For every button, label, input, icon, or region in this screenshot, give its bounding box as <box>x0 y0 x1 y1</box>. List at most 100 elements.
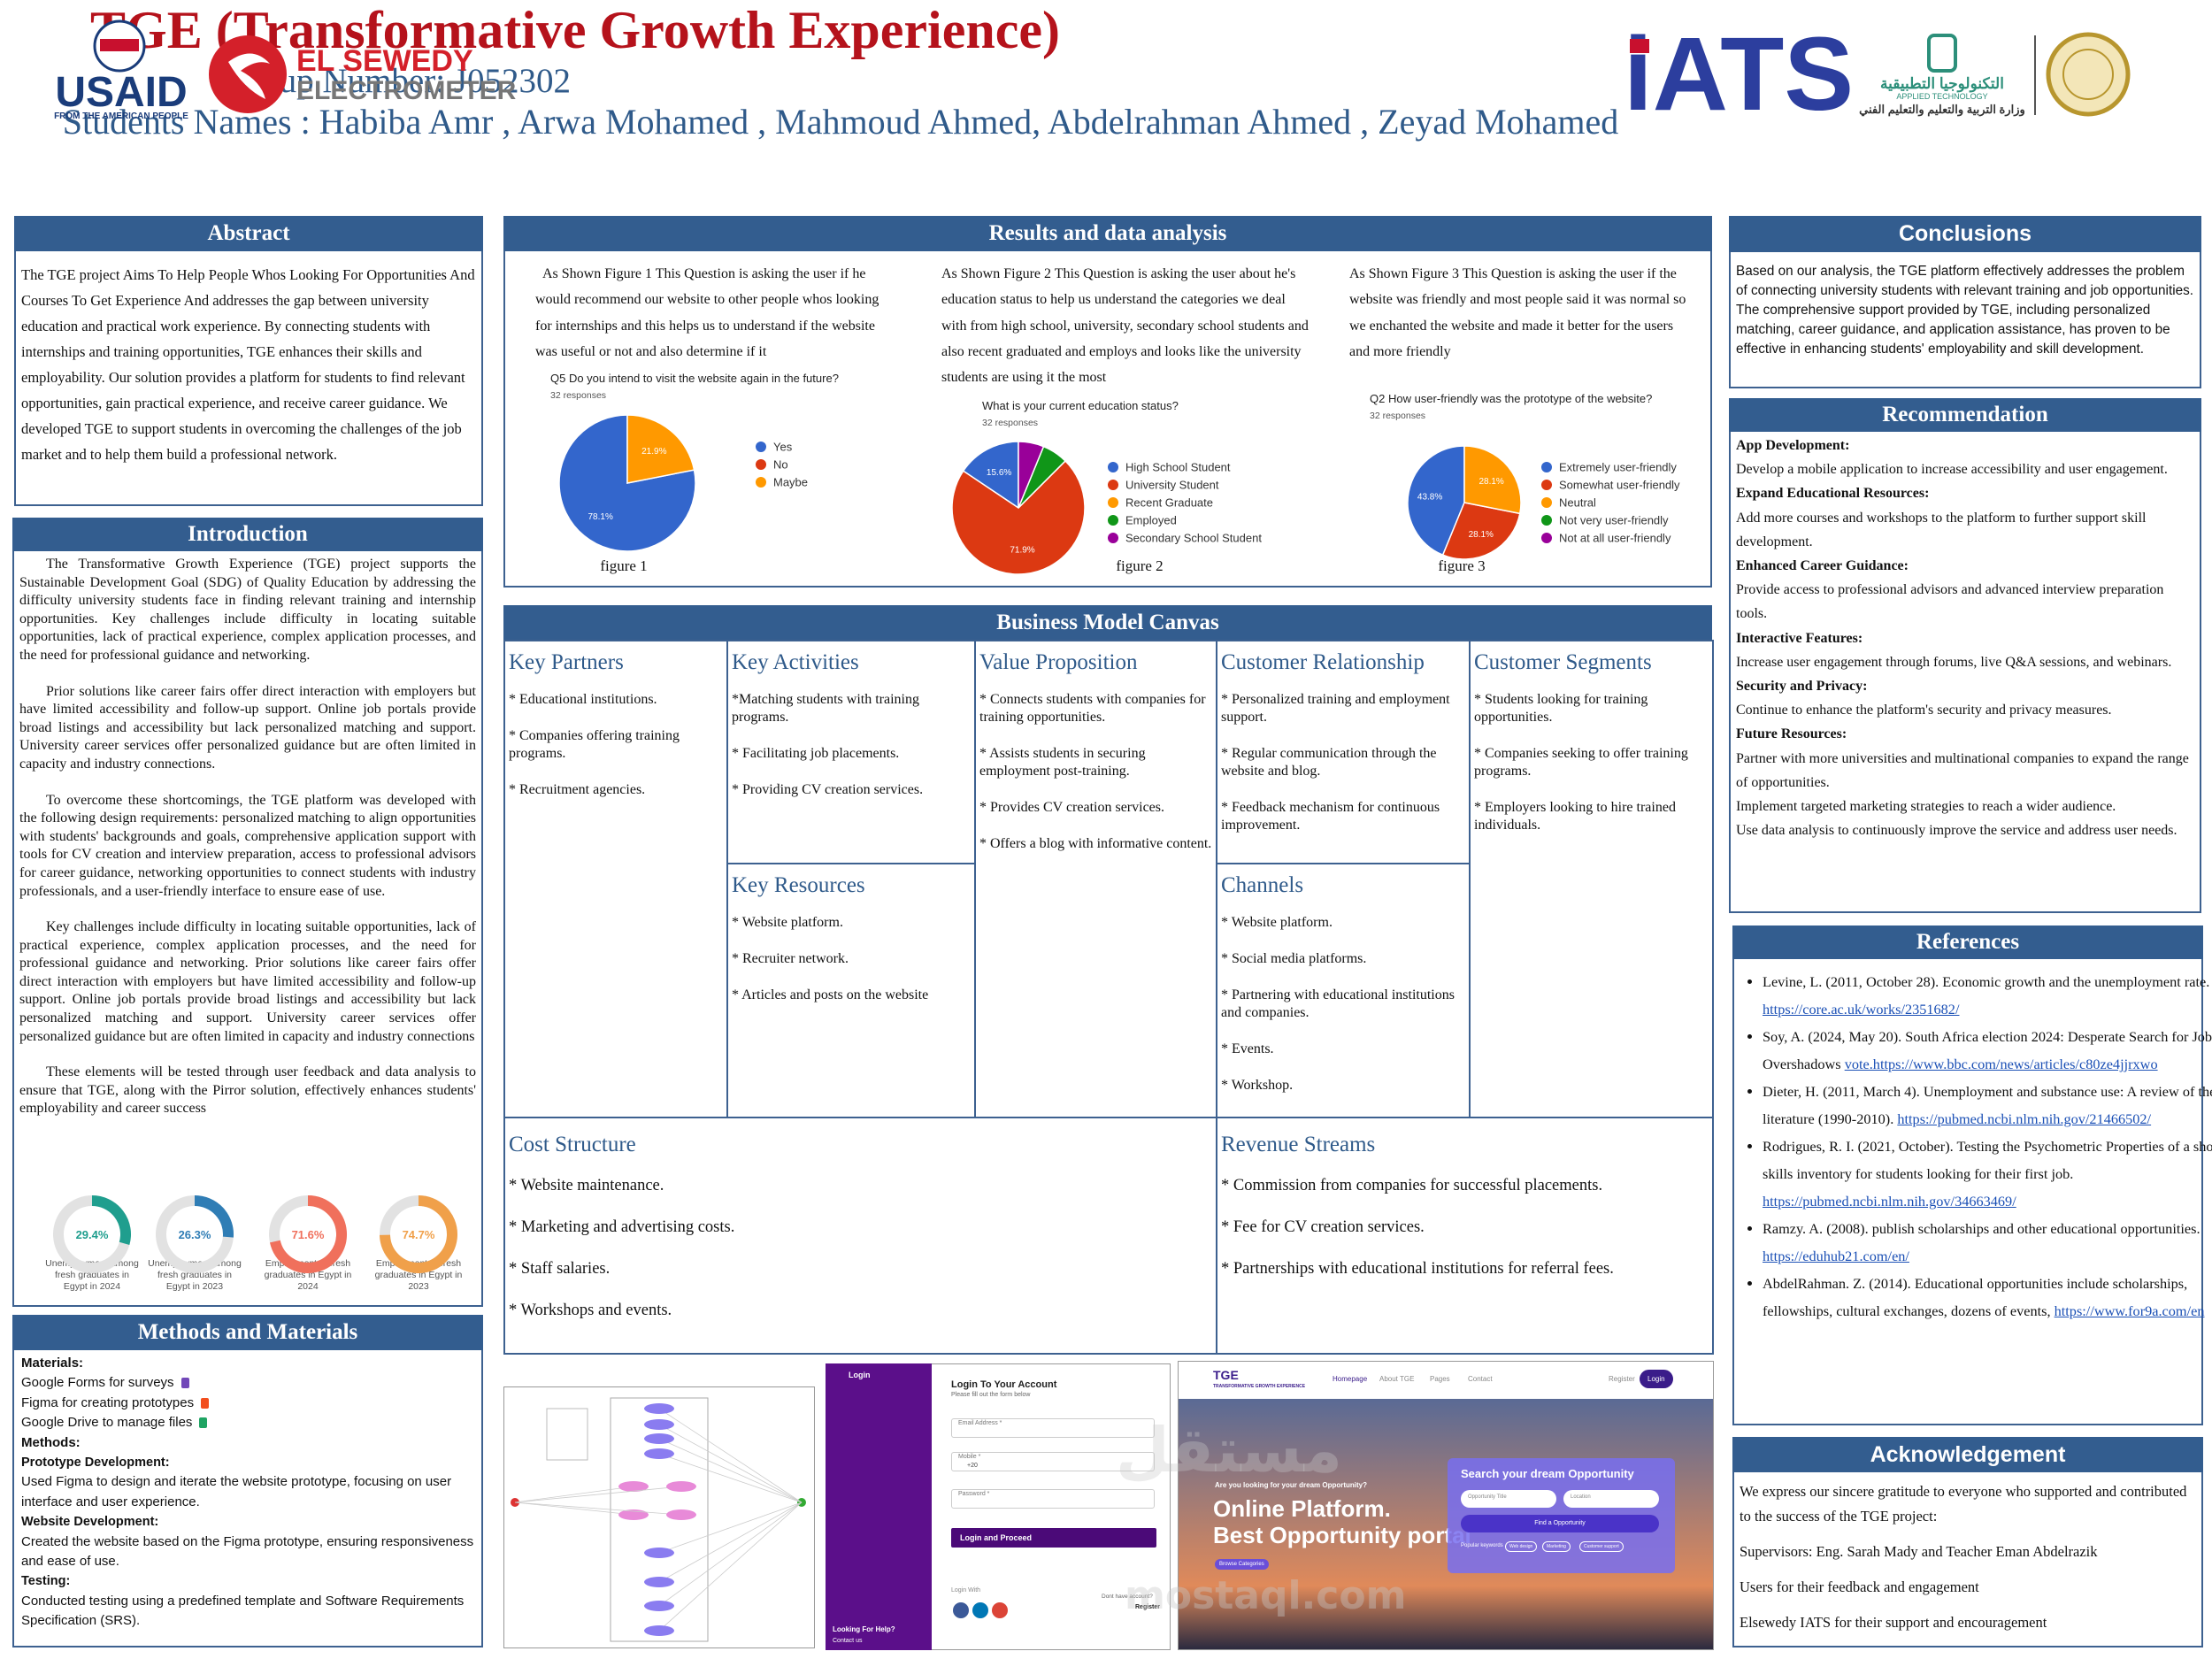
bmc-item: * Educational institutions. <box>509 692 657 707</box>
keyword-tag: Web design <box>1505 1541 1538 1552</box>
reference-text: Dieter, H. (2011, March 4). Unemployment… <box>1763 1083 2212 1127</box>
material-item: Google Drive to manage files <box>21 1415 193 1431</box>
material-icon <box>180 1378 189 1389</box>
recommendation-heading: Recommendation <box>1729 398 2201 432</box>
login-field <box>951 1489 1155 1509</box>
recommendation-title: Security and Privacy: <box>1736 679 1868 695</box>
recommendation-text: Continue to enhance the platform's secur… <box>1736 703 2112 718</box>
reference-item: Rodrigues, R. I. (2021, October). Testin… <box>1763 1133 2212 1215</box>
introduction-paragraph: To overcome these shortcomings, the TGE … <box>19 792 476 899</box>
bmc-block: Revenue Streams * Commission from compani… <box>1216 1117 1714 1355</box>
bmc-item: * Personalized training and employment s… <box>1221 692 1450 725</box>
recommendation-text: Increase user engagement through forums,… <box>1736 654 2172 670</box>
search-title: Search your dream Opportunity <box>1461 1467 1634 1480</box>
login-field-label: Password * <box>958 1491 990 1497</box>
acknowledgement-paragraph: Users for their feedback and engagement <box>1740 1578 1979 1595</box>
bmc-block-title: Key Resources <box>732 873 865 897</box>
nav-link: Homepage <box>1333 1375 1368 1383</box>
bmc-item: * Companies seeking to offer training pr… <box>1474 746 1688 779</box>
material-item: Google Forms for surveys <box>21 1375 174 1391</box>
reference-link: https://eduhub21.com/en/ <box>1763 1248 1909 1264</box>
bmc-block: Value Proposition * Connects students wit… <box>974 640 1217 1118</box>
bmc-block-title: Key Activities <box>732 650 859 674</box>
reference-link: https://pubmed.ncbi.nlm.nih.gov/21466502… <box>1897 1110 2152 1127</box>
references-heading: References <box>1732 926 2203 959</box>
bmc-block: Customer Relationship * Personalized trai… <box>1216 640 1471 864</box>
bmc-item: * Fee for CV creation services. <box>1221 1218 1425 1236</box>
ministry-seal <box>2046 32 2131 117</box>
methods-box <box>12 1315 483 1647</box>
student-names: Students Names : Habiba Amr , Arwa Moham… <box>62 102 1619 142</box>
material-icon <box>201 1397 210 1409</box>
login-button: Login and Proceed <box>951 1528 1156 1548</box>
bmc-item: * Offers a blog with informative content… <box>979 836 1212 851</box>
login-field <box>951 1418 1155 1438</box>
introduction-paragraph: The Transformative Growth Experience (TG… <box>19 557 476 663</box>
recommendation-title: Enhanced Career Guidance: <box>1736 558 1909 574</box>
recommendation-box <box>1729 398 2201 913</box>
reference-item: Levine, L. (2011, October 28). Economic … <box>1763 968 2212 1023</box>
applied-ar: التكنولوجيا التطبيقية <box>1880 75 2004 93</box>
login-code: +20 <box>967 1463 978 1469</box>
methods-body: Materials: Google Forms for surveys Figma … <box>21 1354 474 1632</box>
bmc-block-title: Customer Relationship <box>1221 650 1425 674</box>
hero-line-2: Best Opportunity portal <box>1213 1522 1471 1548</box>
bmc-item: * Recruitment agencies. <box>509 782 646 797</box>
bmc-item: *Matching students with training program… <box>732 692 919 725</box>
hero-question: Are you looking for your dream Opportuni… <box>1215 1481 1368 1489</box>
login-field <box>951 1452 1155 1471</box>
recommendation-text: Use data analysis to continuously improv… <box>1736 823 2177 839</box>
bmc-item: * Social media platforms. <box>1221 951 1367 966</box>
poster-title: TGE (Transformative Growth Experience) <box>90 1 1060 59</box>
introduction-body: The Transformative Growth Experience (TG… <box>19 556 476 1136</box>
bmc-block: Key Partners * Educational institutions. *… <box>503 640 728 1118</box>
bmc-item: * Partnerships with educational institut… <box>1221 1260 1614 1278</box>
reference-text: AbdelRahman. Z. (2014). Educational oppo… <box>1763 1275 2188 1319</box>
bmc-heading: Business Model Canvas <box>503 605 1712 640</box>
reference-item: Ramzy. A. (2008). publish scholarships a… <box>1763 1215 2212 1270</box>
search-button: Find a Opportunity <box>1461 1515 1659 1532</box>
method-text: Created the website based on the Figma p… <box>21 1533 474 1570</box>
reference-link: https://core.ac.uk/works/2351682/ <box>1763 1001 1960 1018</box>
bmc-item: * Facilitating job placements. <box>732 746 900 761</box>
bmc-block-title: Value Proposition <box>979 650 1138 674</box>
introduction-paragraph: Key challenges include difficulty in loc… <box>19 919 476 1044</box>
bmc-item: * Website platform. <box>732 915 843 930</box>
bmc-block: Customer Segments * Students looking for … <box>1469 640 1714 1118</box>
login-sidebar <box>826 1363 932 1650</box>
bmc-item: * Assists students in securing employmen… <box>979 746 1146 779</box>
results-heading: Results and data analysis <box>503 216 1712 251</box>
bmc-item: * Staff salaries. <box>509 1260 611 1278</box>
bmc-item: * Articles and posts on the website <box>732 987 929 1002</box>
login-register: Register <box>1135 1604 1161 1610</box>
bmc-block: Key Resources * Website platform. * Recrui… <box>726 863 976 1118</box>
keyword-tag: Customer support <box>1579 1541 1624 1552</box>
ministry-seal-inner <box>2062 49 2114 100</box>
bmc-item: * Workshops and events. <box>509 1302 672 1319</box>
nav-link: Contact <box>1468 1375 1493 1383</box>
figure-description: As Shown Figure 3 This Question is askin… <box>1349 266 1686 359</box>
bmc-item: * Connects students with companies for t… <box>979 692 1206 725</box>
bmc-item: * Events. <box>1221 1041 1274 1056</box>
login-field-label: Email Address * <box>958 1420 1002 1426</box>
applied-en: APPLIED TECHNOLOGY <box>1896 92 1987 101</box>
reference-link: https://www.for9a.com/en <box>2054 1302 2205 1319</box>
keyword-tag: Marketing <box>1542 1541 1571 1552</box>
login-no-account: Dont have account? <box>1102 1594 1153 1600</box>
hero-line-1: Online Platform. <box>1213 1495 1391 1522</box>
acknowledgement-paragraph: We express our sincere gratitude to ever… <box>1740 1483 2187 1525</box>
references-box <box>1732 926 2203 1425</box>
social-icon <box>953 1602 969 1618</box>
bmc-block-title: Revenue Streams <box>1221 1133 1376 1156</box>
method-title: Prototype Development: <box>21 1455 170 1471</box>
introduction-heading: Introduction <box>12 518 483 551</box>
abstract-text: The TGE project Aims To Help People Whos… <box>21 266 475 463</box>
bmc-item: * Website maintenance. <box>509 1177 664 1194</box>
reference-item: Dieter, H. (2011, March 4). Unemployment… <box>1763 1078 2212 1133</box>
bmc-item: * Employers looking to hire trained indi… <box>1474 800 1676 833</box>
social-icon <box>992 1602 1008 1618</box>
method-text: Used Figma to design and iterate the web… <box>21 1474 452 1509</box>
bmc-item: * Providing CV creation services. <box>732 782 924 797</box>
homepage-brand: TGE <box>1213 1368 1239 1382</box>
bmc-block: Key Activities *Matching students with tr… <box>726 640 976 864</box>
